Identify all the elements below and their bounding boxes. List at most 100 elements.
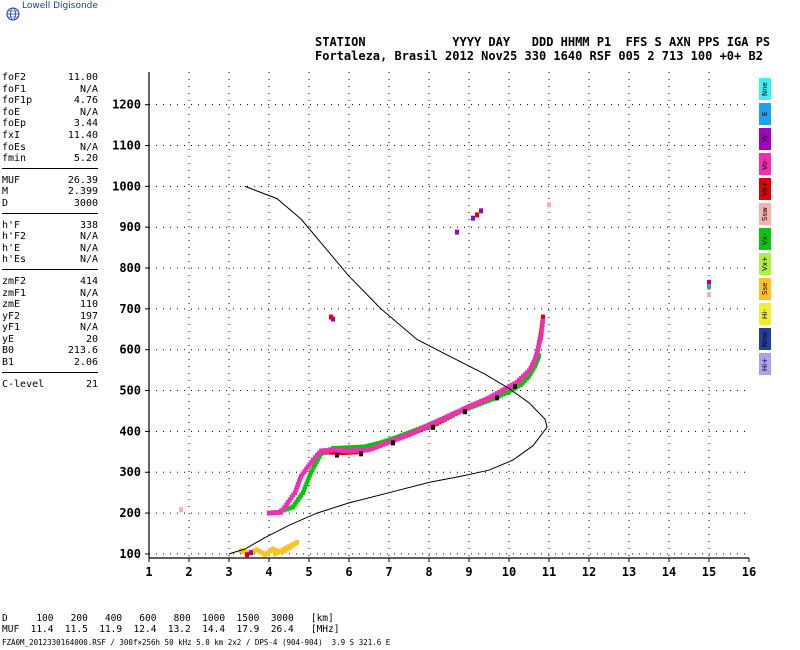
echo-point <box>504 390 509 396</box>
muf-distance-row: D 100 200 400 600 800 1000 1500 3000 [km… <box>2 613 334 624</box>
echo-point <box>476 400 481 406</box>
file-info-footer: FZA0M_2012330164000.RSF / 300f×256h 50 k… <box>2 638 391 647</box>
param-separator <box>2 268 98 276</box>
echo-point <box>322 448 326 454</box>
echo-point <box>343 445 348 451</box>
legend-swatch-vx-plus: Vx+ <box>759 253 771 275</box>
param-name: zmF2 <box>2 275 27 287</box>
echo-point <box>281 547 286 553</box>
globe-logo-icon <box>6 7 20 21</box>
param-row: h'Es N/A <box>2 254 98 266</box>
param-name: h'F <box>2 219 21 231</box>
echo-point <box>707 292 711 298</box>
param-name: zmE <box>2 299 21 311</box>
echo-point <box>494 391 499 397</box>
echo-point <box>372 445 377 451</box>
param-row: foF2 11.00 <box>2 72 98 84</box>
echo-point <box>541 314 545 320</box>
echo-point <box>528 371 533 377</box>
param-value: 338 <box>79 219 98 231</box>
param-row: D 3000 <box>2 198 98 210</box>
echo-point <box>359 451 363 457</box>
echo-point <box>334 447 339 453</box>
param-name: zmF1 <box>2 287 27 299</box>
echo-point <box>537 340 542 346</box>
param-separator <box>2 167 98 175</box>
x-tick-label: 10 <box>502 565 516 579</box>
echo-point <box>431 424 435 430</box>
param-name: yE <box>2 333 15 345</box>
param-name: fxI <box>2 129 21 141</box>
echo-point <box>444 414 449 420</box>
param-name: foF1 <box>2 83 27 95</box>
echo-point <box>455 409 459 415</box>
echo-point <box>463 409 467 415</box>
echo-point <box>311 464 316 470</box>
echo-point <box>358 447 363 453</box>
echo-point <box>294 487 298 493</box>
x-tick-label: 13 <box>622 565 636 579</box>
param-value: 26.39 <box>67 174 98 186</box>
echo-point <box>317 453 322 459</box>
legend-label: E <box>761 111 769 117</box>
echo-point <box>325 447 329 453</box>
param-row: foE N/A <box>2 107 98 119</box>
y-tick-label: 1000 <box>112 179 141 193</box>
echo-point <box>310 467 315 473</box>
param-value: 20 <box>85 333 98 345</box>
param-value: N/A <box>79 106 98 118</box>
param-value: 2.06 <box>73 357 98 369</box>
station-header-line1: STATION YYYY DAY DDD HHMM P1 FFS S AXN P… <box>315 35 771 49</box>
echo-point <box>297 479 301 485</box>
echo-point <box>371 442 375 448</box>
legend-swatch-ssw: Ssw <box>759 203 771 225</box>
echo-point <box>241 548 246 554</box>
echo-point <box>255 547 259 553</box>
param-name: MUF <box>2 174 21 186</box>
param-name: fmin <box>2 153 27 165</box>
param-separator <box>2 371 98 379</box>
echo-point <box>369 446 374 452</box>
echo-point <box>340 448 345 454</box>
parameter-panel: foF2 11.00 foF1 N/A foF1p 4.76 foE N/A foEp 3.44 f… <box>2 72 98 390</box>
echo-point <box>378 442 383 448</box>
echo-point <box>539 331 544 337</box>
echo-point <box>495 395 499 401</box>
param-value: 3.44 <box>73 118 98 130</box>
echo-point <box>328 447 332 453</box>
echo-point <box>415 428 419 434</box>
echo-point <box>299 492 304 498</box>
echo-point <box>536 346 540 352</box>
param-value: 110 <box>79 299 98 311</box>
echo-point <box>502 386 507 392</box>
echo-point <box>492 392 497 398</box>
echo-point <box>533 357 537 363</box>
echo-point <box>539 328 544 334</box>
echo-point <box>331 447 335 453</box>
echo-point <box>533 354 538 360</box>
param-value: N/A <box>79 287 98 299</box>
echo-point <box>401 434 406 440</box>
echo-point <box>364 447 369 453</box>
param-name: foE <box>2 106 21 118</box>
echo-point <box>537 353 541 359</box>
echo-point <box>479 398 483 404</box>
param-row: C-level 21 <box>2 379 98 391</box>
echo-point <box>363 444 367 450</box>
param-value: 213.6 <box>67 345 98 357</box>
legend-swatch-vo-minus: Vo- <box>759 153 771 175</box>
echo-point <box>353 444 358 450</box>
echo-point <box>404 433 409 439</box>
echo-point <box>471 402 475 408</box>
echo-point <box>536 355 540 361</box>
echo-point <box>439 417 443 423</box>
legend-label: Nnw <box>761 331 769 347</box>
param-row: B0 213.6 <box>2 345 98 357</box>
echo-point <box>541 318 545 324</box>
echo-point <box>252 548 257 554</box>
echo-point <box>528 365 533 371</box>
echo-point <box>512 381 517 387</box>
muf-frequency-row: MUF 11.4 11.5 11.9 12.4 13.2 14.4 17.9 2… <box>2 624 340 635</box>
param-value: 414 <box>79 275 98 287</box>
